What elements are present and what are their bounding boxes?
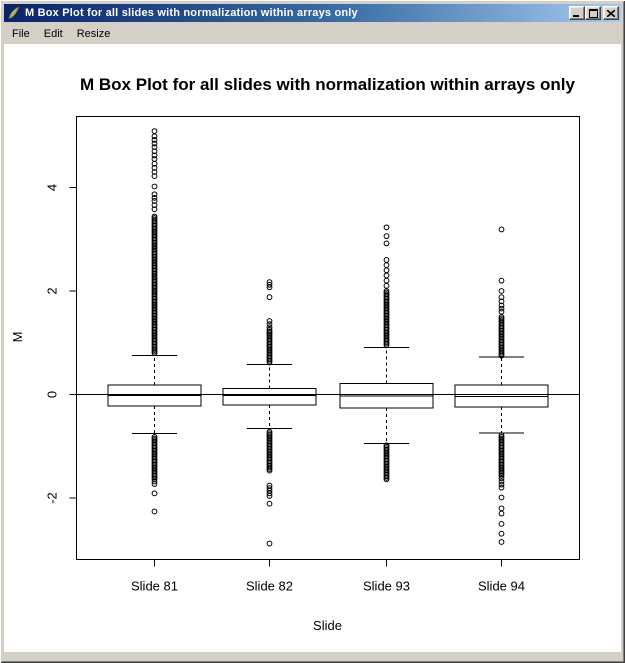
plot-client-area: M Box Plot for all slides with normaliza…: [4, 44, 621, 652]
y-axis-tick-label: 2: [45, 287, 60, 294]
minimize-icon: [573, 14, 579, 17]
outlier-point: [498, 288, 505, 294]
menu-item-resize[interactable]: Resize: [76, 27, 111, 40]
outlier-point: [498, 505, 505, 512]
outlier-point: [151, 156, 158, 162]
outlier-point: [266, 540, 273, 547]
outlier-point: [266, 324, 273, 331]
window-title: M Box Plot for all slides with normaliza…: [25, 7, 358, 19]
minimize-button[interactable]: [569, 6, 585, 20]
maximize-button[interactable]: [585, 6, 601, 20]
outlier-point: [151, 213, 158, 220]
outlier-point: [151, 434, 158, 440]
x-axis-tick-label: Slide 94: [478, 579, 525, 594]
outlier-point: [151, 144, 158, 151]
y-axis-label: M: [9, 331, 25, 343]
outlier-point: [383, 233, 390, 240]
outlier-point: [383, 257, 390, 263]
outlier-point: [266, 321, 273, 328]
outlier-point: [151, 152, 158, 159]
close-icon: [607, 9, 615, 17]
outlier-point: [266, 326, 273, 333]
outlier-point: [498, 475, 505, 482]
boxplot-slide-93: [339, 224, 434, 483]
boxplot-slide-81: [107, 128, 202, 515]
outlier-point: [151, 191, 158, 198]
menubar: File Edit Resize: [4, 23, 621, 44]
outlier-point: [151, 164, 158, 171]
outlier-point: [498, 520, 505, 527]
outlier-point: [266, 318, 273, 324]
outlier-point: [151, 202, 158, 208]
outlier-point: [383, 277, 390, 284]
outlier-point: [498, 305, 505, 312]
maximize-icon: [588, 8, 598, 18]
outlier-point: [151, 481, 158, 487]
outlier-point: [498, 298, 505, 305]
outlier-point: [151, 194, 158, 201]
y-axis-tick-label: -2: [45, 492, 60, 504]
outlier-point: [151, 183, 158, 190]
outlier-point: [498, 277, 505, 284]
outlier-point: [498, 294, 505, 301]
outlier-point: [498, 478, 505, 485]
outlier-point: [266, 490, 273, 497]
x-axis-tick-label: Slide 81: [131, 579, 178, 594]
box-iqr: [222, 387, 317, 406]
outlier-point: [266, 281, 273, 288]
outlier-point: [151, 136, 158, 143]
outlier-point: [151, 490, 158, 497]
outlier-point: [498, 530, 505, 537]
y-axis-tick-label: 4: [45, 184, 60, 191]
outlier-point: [151, 173, 158, 180]
outlier-point: [383, 282, 390, 289]
y-axis-tick-label: 0: [45, 391, 60, 398]
outlier-point: [383, 224, 390, 231]
outlier-point: [151, 140, 158, 147]
outlier-point: [151, 508, 158, 515]
outlier-point: [151, 478, 158, 485]
titlebar[interactable]: M Box Plot for all slides with normaliza…: [4, 4, 621, 22]
outlier-point: [498, 302, 505, 309]
outlier-point: [266, 428, 273, 435]
outlier-point: [266, 500, 273, 507]
outlier-point: [383, 272, 390, 279]
outlier-point: [266, 294, 273, 301]
outlier-point: [383, 262, 390, 269]
outlier-point: [266, 493, 273, 499]
outlier-point: [383, 267, 390, 274]
menu-item-file[interactable]: File: [12, 27, 30, 40]
outlier-point: [498, 308, 505, 315]
x-axis-tick-label: Slide 93: [363, 579, 410, 594]
outlier-point: [498, 539, 505, 545]
plot-title: M Box Plot for all slides with normaliza…: [80, 75, 575, 94]
boxplot-slide-94: [454, 226, 549, 545]
feather-icon: [8, 6, 20, 19]
outlier-point: [498, 494, 505, 501]
outlier-point: [266, 279, 273, 286]
outlier-point: [498, 510, 505, 517]
menu-item-edit[interactable]: Edit: [43, 27, 63, 40]
outlier-point: [383, 442, 390, 449]
outlier-point: [151, 198, 158, 204]
outlier-point: [151, 148, 158, 155]
boxplot-slide-82: [222, 279, 317, 547]
outlier-point: [383, 240, 390, 247]
outlier-point: [498, 226, 505, 233]
box-iqr: [454, 384, 549, 408]
outlier-point: [151, 169, 158, 175]
boxplot-chart: -2 0 2 4 Slide 81 Slide 82 Slide 93 Slide 94: [45, 116, 580, 594]
x-axis-tick-label: Slide 82: [246, 579, 293, 594]
x-axis-label: Slide: [313, 618, 342, 633]
outlier-point: [498, 484, 505, 491]
outlier-point: [151, 128, 158, 134]
outlier-point: [498, 432, 505, 439]
close-button[interactable]: [603, 6, 619, 20]
plot-frame: [76, 116, 580, 560]
outlier-point: [498, 481, 505, 488]
outlier-point: [151, 206, 158, 213]
